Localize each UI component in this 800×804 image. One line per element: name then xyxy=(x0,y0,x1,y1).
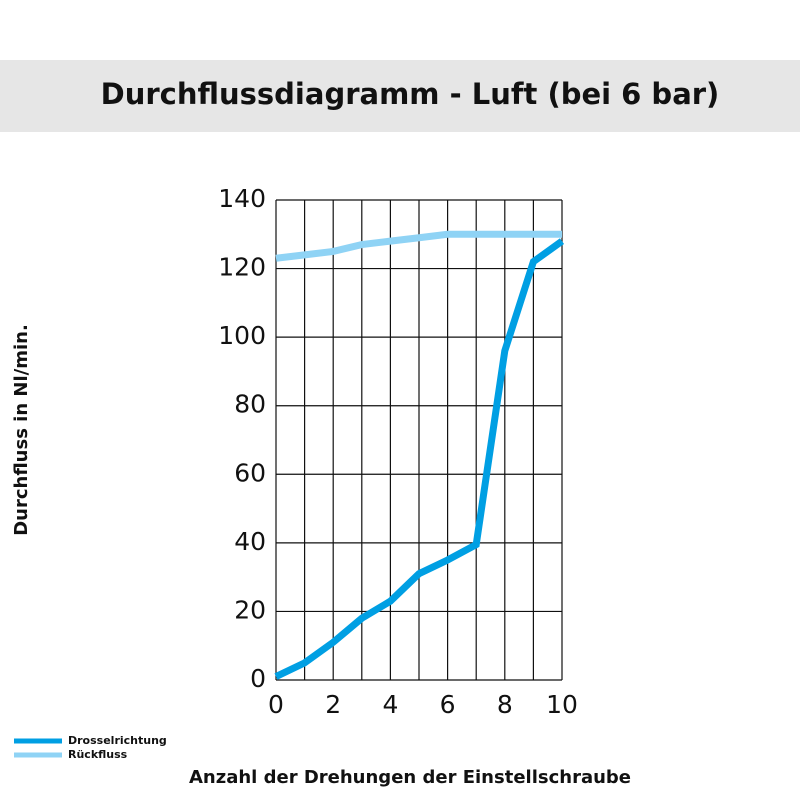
y-tick-label: 0 xyxy=(250,664,266,693)
y-tick-label: 80 xyxy=(234,390,266,419)
legend-label: Rückfluss xyxy=(68,748,128,761)
x-axis-label: Anzahl der Drehungen der Einstellschraub… xyxy=(189,767,631,788)
x-tick-label: 8 xyxy=(497,690,513,719)
y-tick-label: 120 xyxy=(218,253,266,282)
x-tick-label: 10 xyxy=(546,690,578,719)
line xyxy=(275,230,562,262)
y-tick-label: 140 xyxy=(218,184,266,213)
x-tick-label: 6 xyxy=(440,690,456,719)
y-tick-label: 60 xyxy=(234,458,266,487)
x-tick-label: 4 xyxy=(382,690,398,719)
title-band xyxy=(0,60,800,132)
line xyxy=(274,238,565,680)
y-tick-label: 100 xyxy=(218,321,266,350)
x-tick-label: 0 xyxy=(268,690,284,719)
y-tick-label: 20 xyxy=(234,595,266,624)
chart-title: Durchflussdiagramm - Luft (bei 6 bar) xyxy=(101,77,720,111)
x-tick-label: 2 xyxy=(325,690,341,719)
y-tick-label: 40 xyxy=(234,527,266,556)
legend-label: Drosselrichtung xyxy=(68,734,167,747)
y-axis-label: Durchfluss in Nl/min. xyxy=(11,324,32,536)
